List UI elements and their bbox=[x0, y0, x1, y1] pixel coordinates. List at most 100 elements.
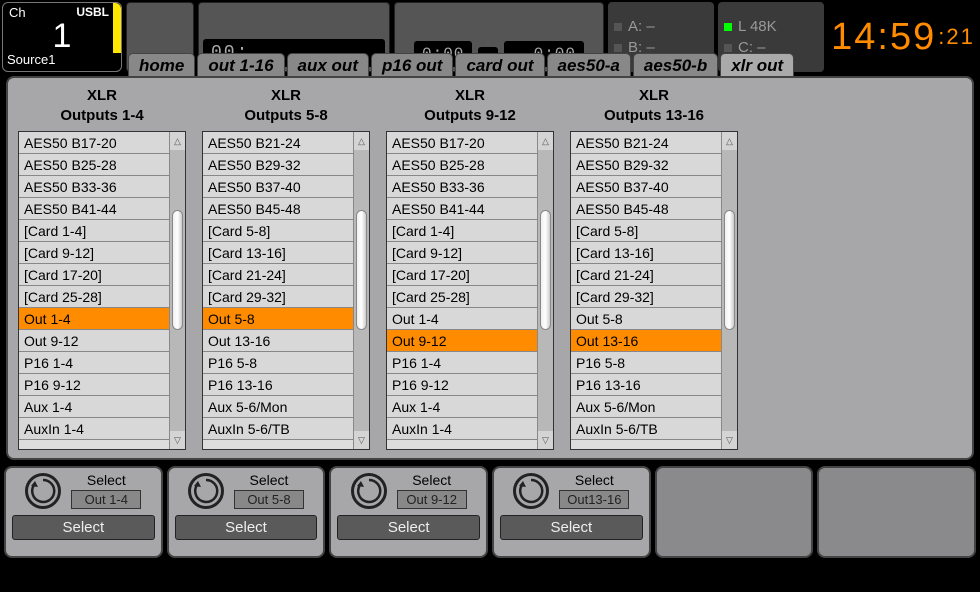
tab-aes50-a[interactable]: aes50-a bbox=[547, 53, 631, 76]
list-item[interactable]: AES50 B45-48 bbox=[571, 198, 721, 220]
list-item[interactable]: AES50 B17-20 bbox=[19, 132, 169, 154]
list-item[interactable]: [Card 9-12] bbox=[387, 242, 537, 264]
list-item[interactable]: Out 9-12 bbox=[19, 330, 169, 352]
list-item[interactable]: Out 1-4 bbox=[19, 308, 169, 330]
list-item[interactable]: AES50 B33-36 bbox=[19, 176, 169, 198]
encoder-icon[interactable] bbox=[25, 473, 61, 509]
list-item[interactable]: AES50 B41-44 bbox=[19, 198, 169, 220]
list-item[interactable]: Aux 5-6/Mon bbox=[203, 396, 353, 418]
list-item[interactable]: Out 9-12 bbox=[387, 330, 537, 352]
encoder-icon[interactable] bbox=[513, 473, 549, 509]
list-item[interactable]: Out 1-4 bbox=[387, 308, 537, 330]
list-item[interactable]: Aux 1-4 bbox=[387, 396, 537, 418]
select-button[interactable]: Select bbox=[12, 515, 155, 540]
list-item[interactable]: Aux 1-4 bbox=[19, 396, 169, 418]
list-item[interactable]: P16 5-8 bbox=[203, 352, 353, 374]
tab-xlr-out[interactable]: xlr out bbox=[720, 53, 794, 76]
list-item[interactable]: [Card 25-28] bbox=[387, 286, 537, 308]
list-item[interactable]: AES50 B17-20 bbox=[387, 132, 537, 154]
list-item[interactable]: AES50 B25-28 bbox=[19, 154, 169, 176]
listbox[interactable]: AES50 B17-20AES50 B25-28AES50 B33-36AES5… bbox=[386, 131, 554, 450]
channel-color-strip bbox=[113, 3, 121, 53]
list-item[interactable]: P16 13-16 bbox=[203, 374, 353, 396]
list-item[interactable]: [Card 17-20] bbox=[387, 264, 537, 286]
list-item[interactable]: AES50 B25-28 bbox=[387, 154, 537, 176]
list-item[interactable]: [Card 5-8] bbox=[571, 220, 721, 242]
tab-aes50-b[interactable]: aes50-b bbox=[633, 53, 718, 76]
list-item[interactable]: [Card 29-32] bbox=[203, 286, 353, 308]
scroll-track[interactable] bbox=[722, 150, 737, 431]
list-item[interactable]: P16 5-8 bbox=[571, 352, 721, 374]
list-item[interactable]: AuxIn 1-4 bbox=[387, 418, 537, 440]
list-item[interactable]: [Card 5-8] bbox=[203, 220, 353, 242]
tab-p16-out[interactable]: p16 out bbox=[371, 53, 453, 76]
list-item[interactable]: AES50 B29-32 bbox=[203, 154, 353, 176]
tab-aux-out[interactable]: aux out bbox=[287, 53, 369, 76]
scroll-track[interactable] bbox=[538, 150, 553, 431]
list-item[interactable]: [Card 29-32] bbox=[571, 286, 721, 308]
list-item[interactable]: Out 13-16 bbox=[203, 330, 353, 352]
list-item[interactable]: [Card 1-4] bbox=[19, 220, 169, 242]
list-item[interactable]: P16 9-12 bbox=[19, 374, 169, 396]
scrollbar[interactable]: △▽ bbox=[537, 132, 553, 449]
scroll-up-icon[interactable]: △ bbox=[538, 132, 553, 150]
tab-card-out[interactable]: card out bbox=[455, 53, 544, 76]
list-item[interactable]: AES50 B33-36 bbox=[387, 176, 537, 198]
list-item[interactable]: [Card 13-16] bbox=[203, 242, 353, 264]
list-item[interactable]: AES50 B41-44 bbox=[387, 198, 537, 220]
bottom-cell-3: SelectOut13-16Select bbox=[492, 466, 651, 558]
tab-home[interactable]: home bbox=[128, 53, 195, 76]
scroll-thumb[interactable] bbox=[724, 210, 735, 330]
list-item[interactable]: [Card 17-20] bbox=[19, 264, 169, 286]
list-item[interactable]: AES50 B21-24 bbox=[203, 132, 353, 154]
list-item[interactable]: P16 13-16 bbox=[571, 374, 721, 396]
list-item[interactable]: Out 5-8 bbox=[203, 308, 353, 330]
clock-seconds: :21 bbox=[938, 24, 975, 50]
list-item[interactable]: AES50 B29-32 bbox=[571, 154, 721, 176]
list-item[interactable]: [Card 25-28] bbox=[19, 286, 169, 308]
scroll-track[interactable] bbox=[354, 150, 369, 431]
list-item[interactable]: AuxIn 5-6/TB bbox=[203, 418, 353, 440]
list-item[interactable]: AuxIn 1-4 bbox=[19, 418, 169, 440]
list-item[interactable]: Out 13-16 bbox=[571, 330, 721, 352]
encoder-icon[interactable] bbox=[188, 473, 224, 509]
list-item[interactable]: P16 1-4 bbox=[387, 352, 537, 374]
list-item[interactable]: [Card 21-24] bbox=[571, 264, 721, 286]
listbox[interactable]: AES50 B21-24AES50 B29-32AES50 B37-40AES5… bbox=[570, 131, 738, 450]
list-item[interactable]: AuxIn 5-6/TB bbox=[571, 418, 721, 440]
list-item[interactable]: [Card 9-12] bbox=[19, 242, 169, 264]
list-item[interactable]: AES50 B21-24 bbox=[571, 132, 721, 154]
scrollbar[interactable]: △▽ bbox=[721, 132, 737, 449]
select-button[interactable]: Select bbox=[175, 515, 318, 540]
scrollbar[interactable]: △▽ bbox=[353, 132, 369, 449]
list-item[interactable]: [Card 13-16] bbox=[571, 242, 721, 264]
scroll-up-icon[interactable]: △ bbox=[354, 132, 369, 150]
encoder-icon[interactable] bbox=[351, 473, 387, 509]
listbox[interactable]: AES50 B17-20AES50 B25-28AES50 B33-36AES5… bbox=[18, 131, 186, 450]
select-button[interactable]: Select bbox=[337, 515, 480, 540]
list-item[interactable]: P16 9-12 bbox=[387, 374, 537, 396]
list-item[interactable]: Aux 5-6/Mon bbox=[571, 396, 721, 418]
scroll-down-icon[interactable]: ▽ bbox=[722, 431, 737, 449]
list-item[interactable]: [Card 21-24] bbox=[203, 264, 353, 286]
list-item[interactable]: AES50 B37-40 bbox=[203, 176, 353, 198]
list-item[interactable]: P16 1-4 bbox=[19, 352, 169, 374]
scroll-thumb[interactable] bbox=[172, 210, 183, 330]
list-item[interactable]: [Card 1-4] bbox=[387, 220, 537, 242]
select-value: Out13-16 bbox=[559, 490, 629, 509]
scroll-down-icon[interactable]: ▽ bbox=[354, 431, 369, 449]
select-button[interactable]: Select bbox=[500, 515, 643, 540]
scroll-thumb[interactable] bbox=[540, 210, 551, 330]
scroll-down-icon[interactable]: ▽ bbox=[538, 431, 553, 449]
tab-out-1-16[interactable]: out 1-16 bbox=[197, 53, 284, 76]
list-item[interactable]: AES50 B37-40 bbox=[571, 176, 721, 198]
list-item[interactable]: AES50 B45-48 bbox=[203, 198, 353, 220]
listbox[interactable]: AES50 B21-24AES50 B29-32AES50 B37-40AES5… bbox=[202, 131, 370, 450]
list-item[interactable]: Out 5-8 bbox=[571, 308, 721, 330]
scroll-track[interactable] bbox=[170, 150, 185, 431]
scroll-up-icon[interactable]: △ bbox=[722, 132, 737, 150]
scrollbar[interactable]: △▽ bbox=[169, 132, 185, 449]
scroll-down-icon[interactable]: ▽ bbox=[170, 431, 185, 449]
scroll-thumb[interactable] bbox=[356, 210, 367, 330]
scroll-up-icon[interactable]: △ bbox=[170, 132, 185, 150]
